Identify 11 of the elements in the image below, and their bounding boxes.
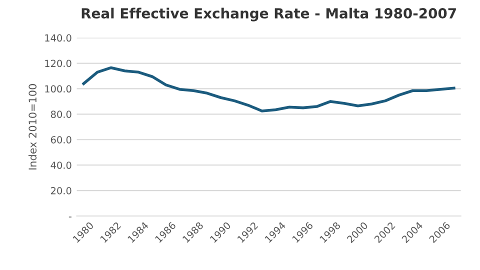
y-tick-label: 100.0 bbox=[45, 85, 72, 93]
y-tick-label: 140.0 bbox=[45, 34, 72, 42]
y-tick-label: 80.0 bbox=[50, 110, 72, 118]
y-tick-label: - bbox=[68, 216, 72, 218]
y-tick-label: 40.0 bbox=[50, 162, 72, 169]
y-axis-title: Index 2010=100 bbox=[28, 84, 37, 170]
y-tick-label: 60.0 bbox=[50, 136, 72, 144]
chart-title: Real Effective Exchange Rate - Malta 1980-2007 bbox=[82, 8, 456, 22]
y-tick-label: 20.0 bbox=[51, 187, 72, 194]
line-series bbox=[82, 66, 456, 112]
y-tick-label: 120.0 bbox=[45, 60, 72, 68]
